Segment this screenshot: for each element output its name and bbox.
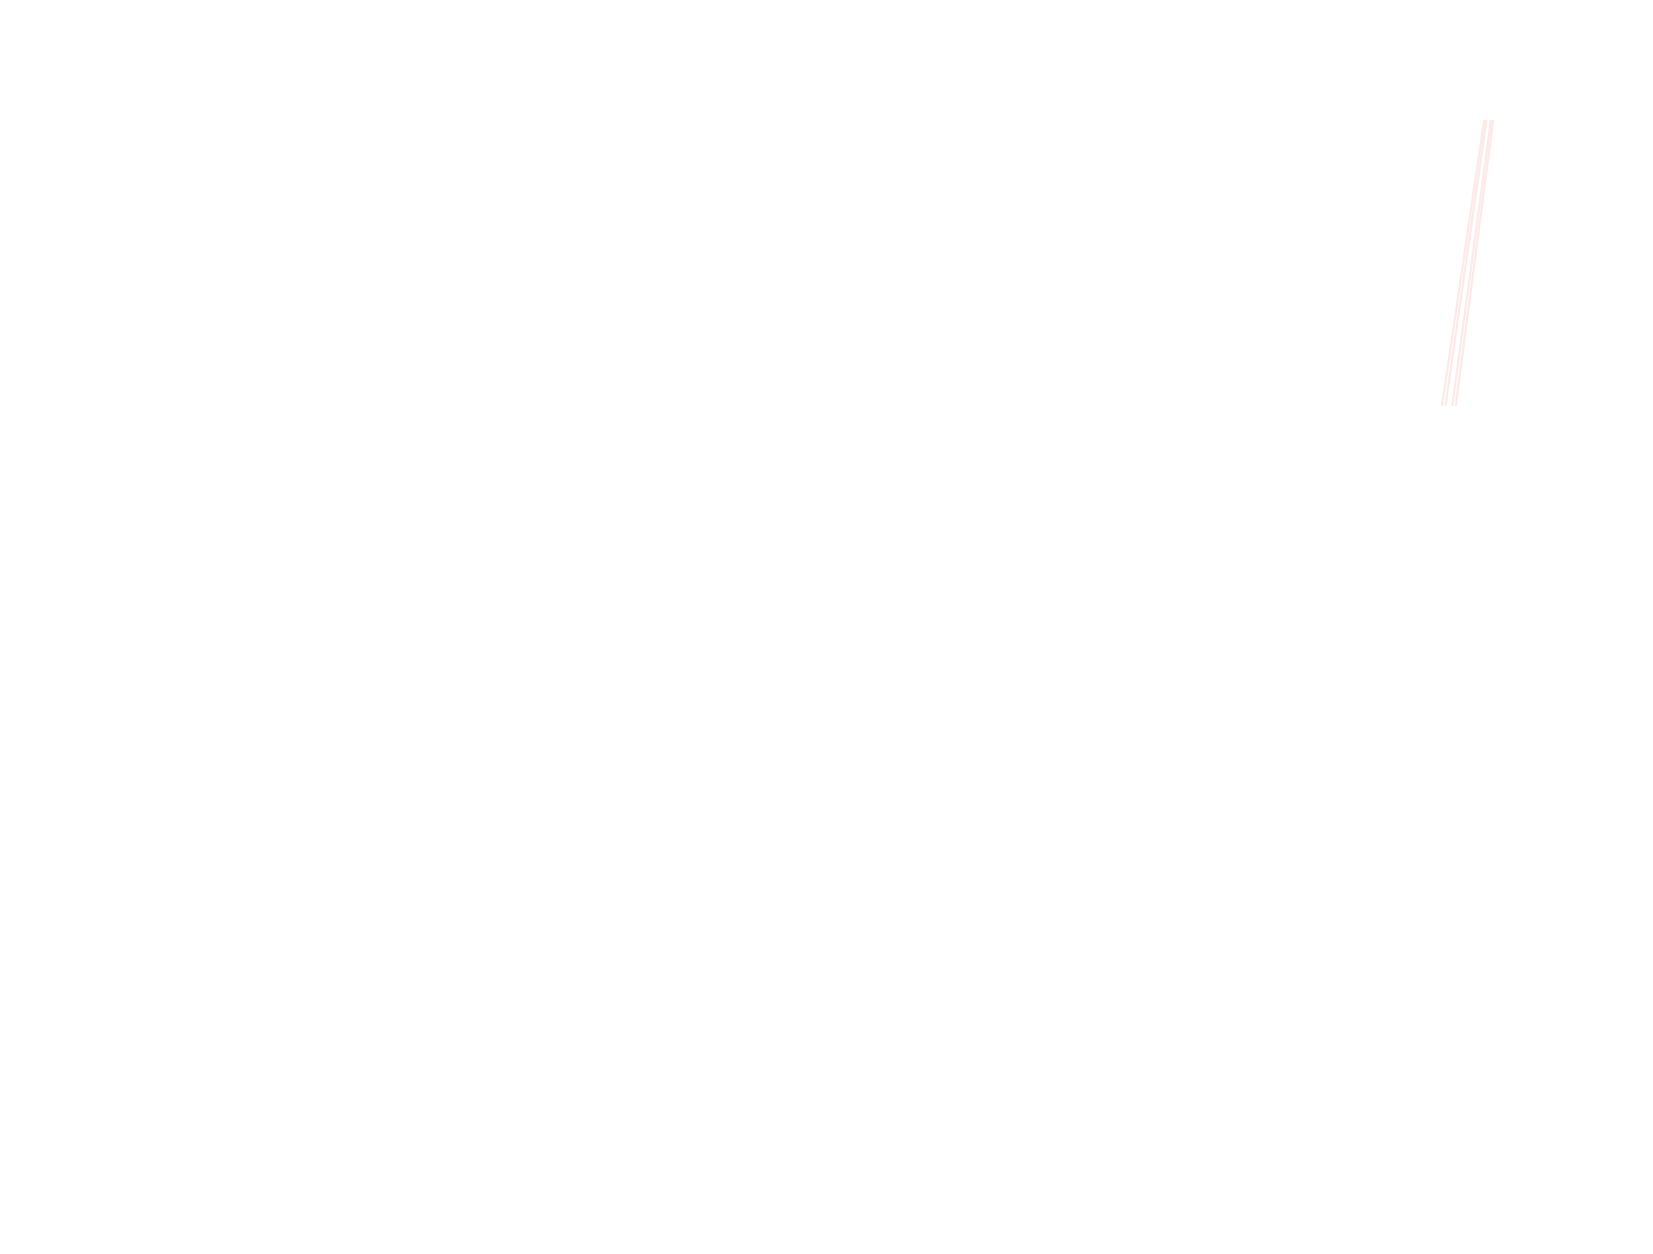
dark-spread bbox=[1442, 120, 1484, 406]
dark-spread bbox=[1445, 120, 1486, 406]
panel-1203040085 bbox=[1442, 120, 1493, 406]
dark-spread bbox=[1456, 120, 1494, 406]
density-profile-grid bbox=[0, 0, 1653, 1254]
rotated-figure bbox=[1442, 120, 1493, 406]
dark-spread bbox=[1452, 120, 1491, 406]
